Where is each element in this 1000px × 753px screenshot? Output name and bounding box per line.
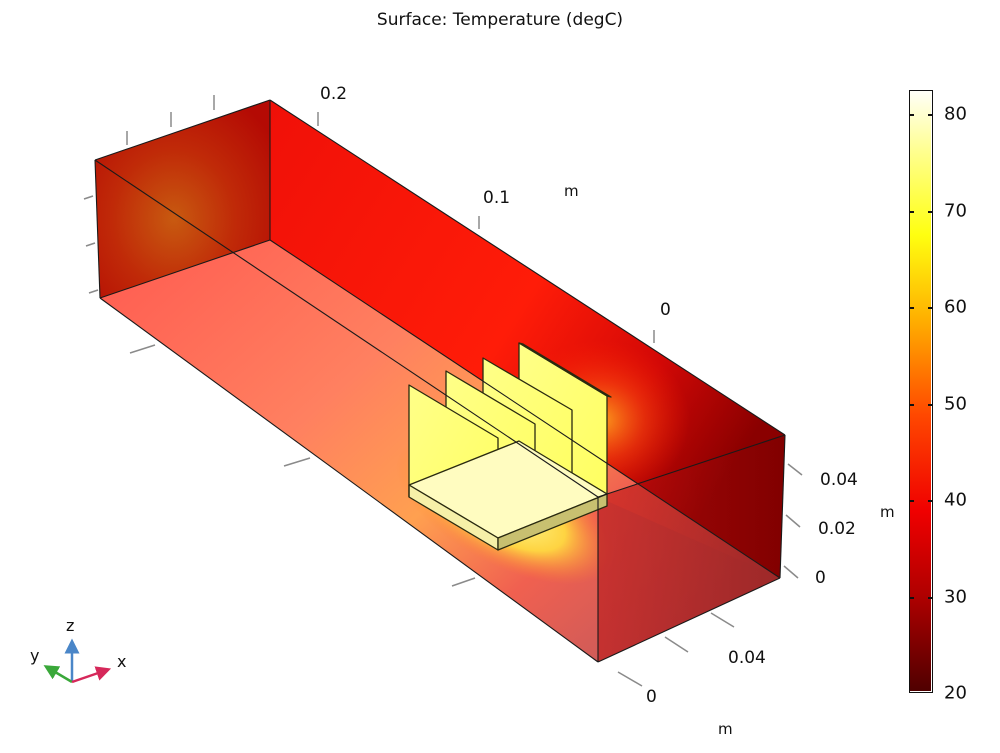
z-tick-0-02: 0.02 (818, 519, 856, 539)
z-tick-0-04: 0.04 (820, 470, 858, 490)
y-tick-0-1: 0.1 (483, 188, 511, 208)
colorbar (909, 90, 933, 693)
colorbar-label-20: 20 (944, 682, 967, 704)
y-tick-0-2: 0.2 (320, 84, 348, 104)
y-axis-unit: m (564, 182, 579, 200)
colorbar-label-40: 40 (944, 489, 967, 511)
x-axis-arrow-icon (71, 666, 112, 684)
plot-title: Surface: Temperature (degC) (376, 10, 624, 30)
triad-y-label: y (30, 646, 40, 665)
outlet-wall (598, 435, 785, 662)
colorbar-label-50: 50 (944, 393, 967, 415)
colorbar-label-70: 70 (944, 200, 967, 222)
x-tick-0: 0 (646, 687, 657, 707)
z-axis-unit: m (880, 503, 895, 521)
base-plate-side (497, 493, 608, 551)
box-edges (94, 99, 786, 663)
triad-z-label: z (66, 616, 75, 635)
y-tick-0: 0 (660, 300, 671, 320)
y-axis-arrow-icon (43, 665, 73, 684)
x-axis-unit: m (718, 720, 733, 738)
colorbar-label-80: 80 (944, 103, 967, 125)
axis-ticks (83, 95, 803, 687)
colorbar-label-30: 30 (944, 586, 967, 608)
axis-triad: z y x (26, 612, 146, 691)
triad-x-label: x (117, 652, 127, 671)
colorbar-label-60: 60 (944, 296, 967, 318)
z-tick-0: 0 (815, 568, 826, 588)
heat-sink (408, 342, 612, 551)
x-tick-0-04: 0.04 (728, 648, 766, 668)
